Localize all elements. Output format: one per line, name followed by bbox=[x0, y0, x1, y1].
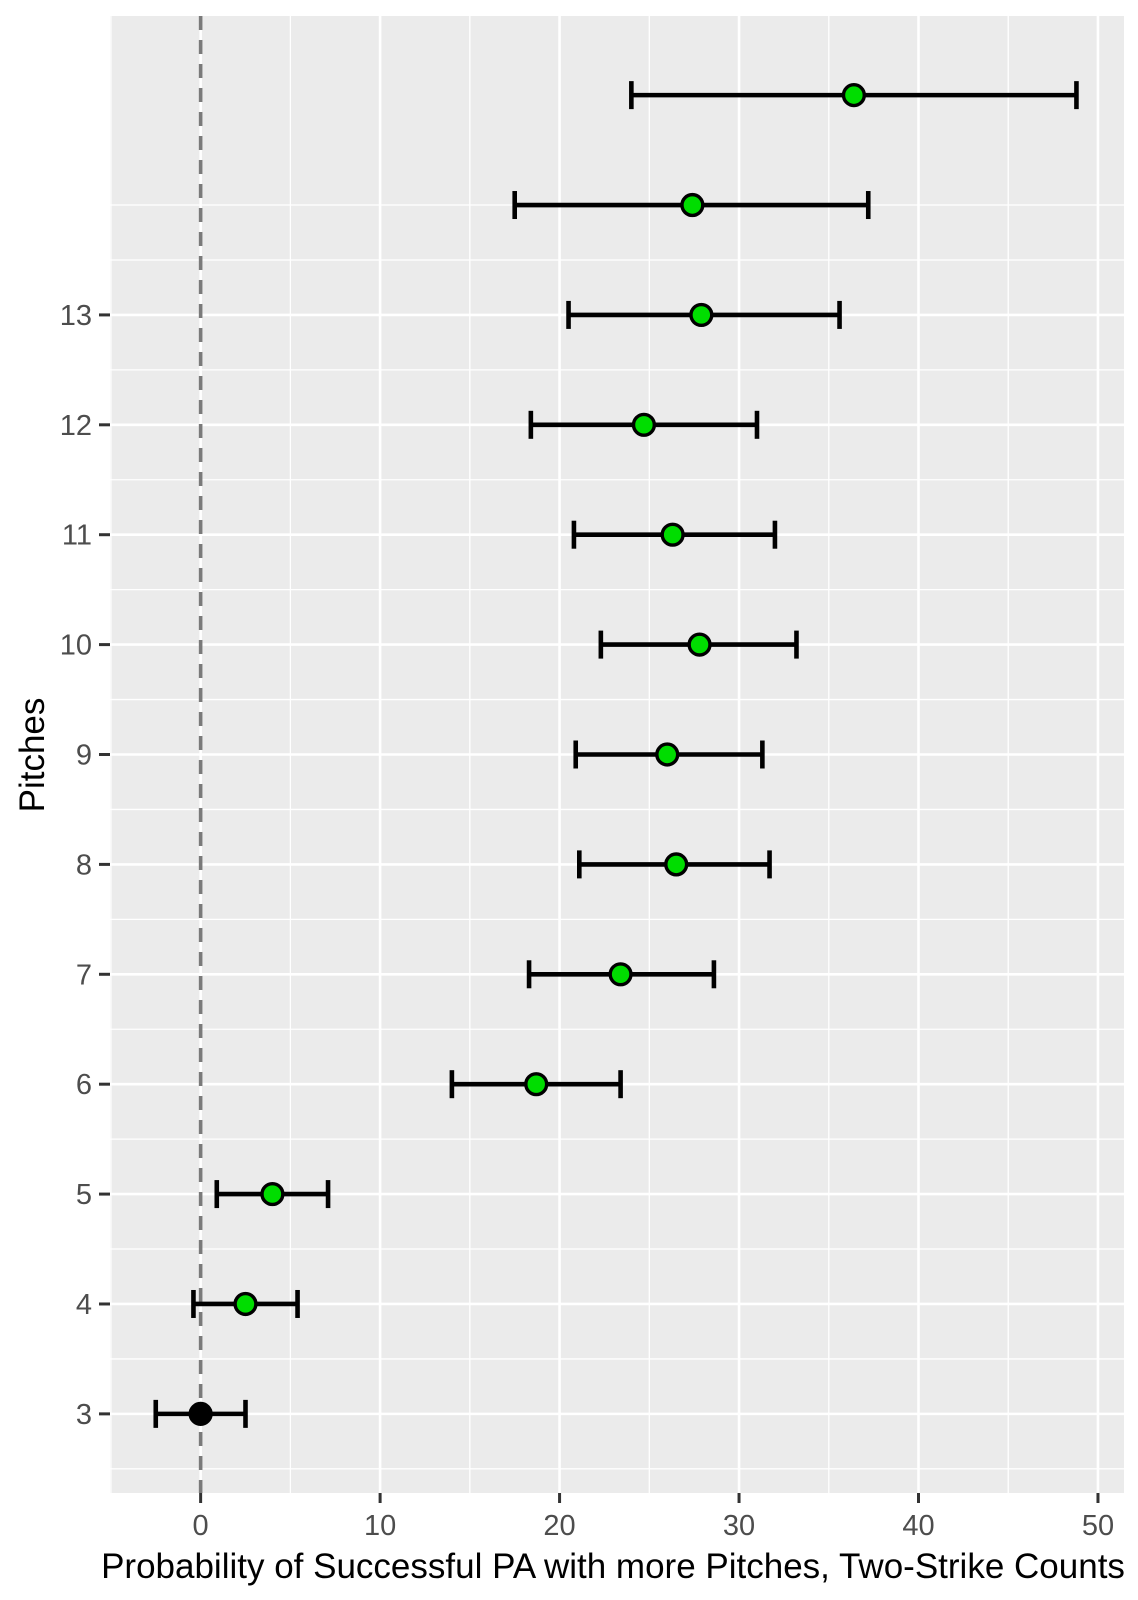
y-tick-label: 4 bbox=[76, 1289, 92, 1321]
y-tick-label: 13 bbox=[60, 300, 92, 332]
y-tick-label: 3 bbox=[76, 1399, 92, 1431]
x-axis-layer: 0 10 20 30 40 50 bbox=[193, 1493, 1114, 1542]
y-tick-label: 9 bbox=[76, 740, 92, 772]
y-axis-layer: 3 4 5 6 7 8 9 10 11 12 13 bbox=[60, 300, 110, 1431]
y-tick-label: 12 bbox=[60, 410, 92, 442]
y-axis-title: Pitches bbox=[13, 698, 52, 813]
data-point bbox=[660, 522, 685, 547]
y-tick-label: 8 bbox=[76, 849, 92, 881]
data-point bbox=[841, 83, 866, 108]
y-tick-label: 10 bbox=[60, 630, 92, 662]
x-tick-label: 10 bbox=[364, 1510, 396, 1542]
y-tick-label: 11 bbox=[62, 520, 92, 552]
data-point bbox=[233, 1291, 258, 1317]
data-points-layer bbox=[188, 83, 866, 1426]
data-point bbox=[664, 852, 689, 877]
data-point bbox=[689, 302, 714, 328]
x-tick-label: 0 bbox=[193, 1510, 209, 1542]
data-point bbox=[631, 412, 657, 437]
x-axis-title: Probability of Successful PA with more P… bbox=[101, 1547, 1125, 1586]
y-tick-label: 7 bbox=[76, 959, 92, 991]
x-tick-label: 20 bbox=[543, 1510, 575, 1542]
x-tick-label: 50 bbox=[1082, 1510, 1114, 1542]
data-point bbox=[524, 1072, 549, 1097]
y-tick-label: 5 bbox=[76, 1179, 92, 1211]
x-tick-label: 30 bbox=[723, 1510, 755, 1542]
data-point bbox=[260, 1181, 285, 1207]
data-point bbox=[188, 1401, 213, 1426]
data-point bbox=[655, 742, 680, 767]
data-point bbox=[608, 962, 633, 987]
x-tick-label: 40 bbox=[902, 1510, 934, 1542]
data-point bbox=[680, 192, 705, 218]
data-point bbox=[687, 632, 712, 657]
y-tick-label: 6 bbox=[76, 1069, 92, 1101]
